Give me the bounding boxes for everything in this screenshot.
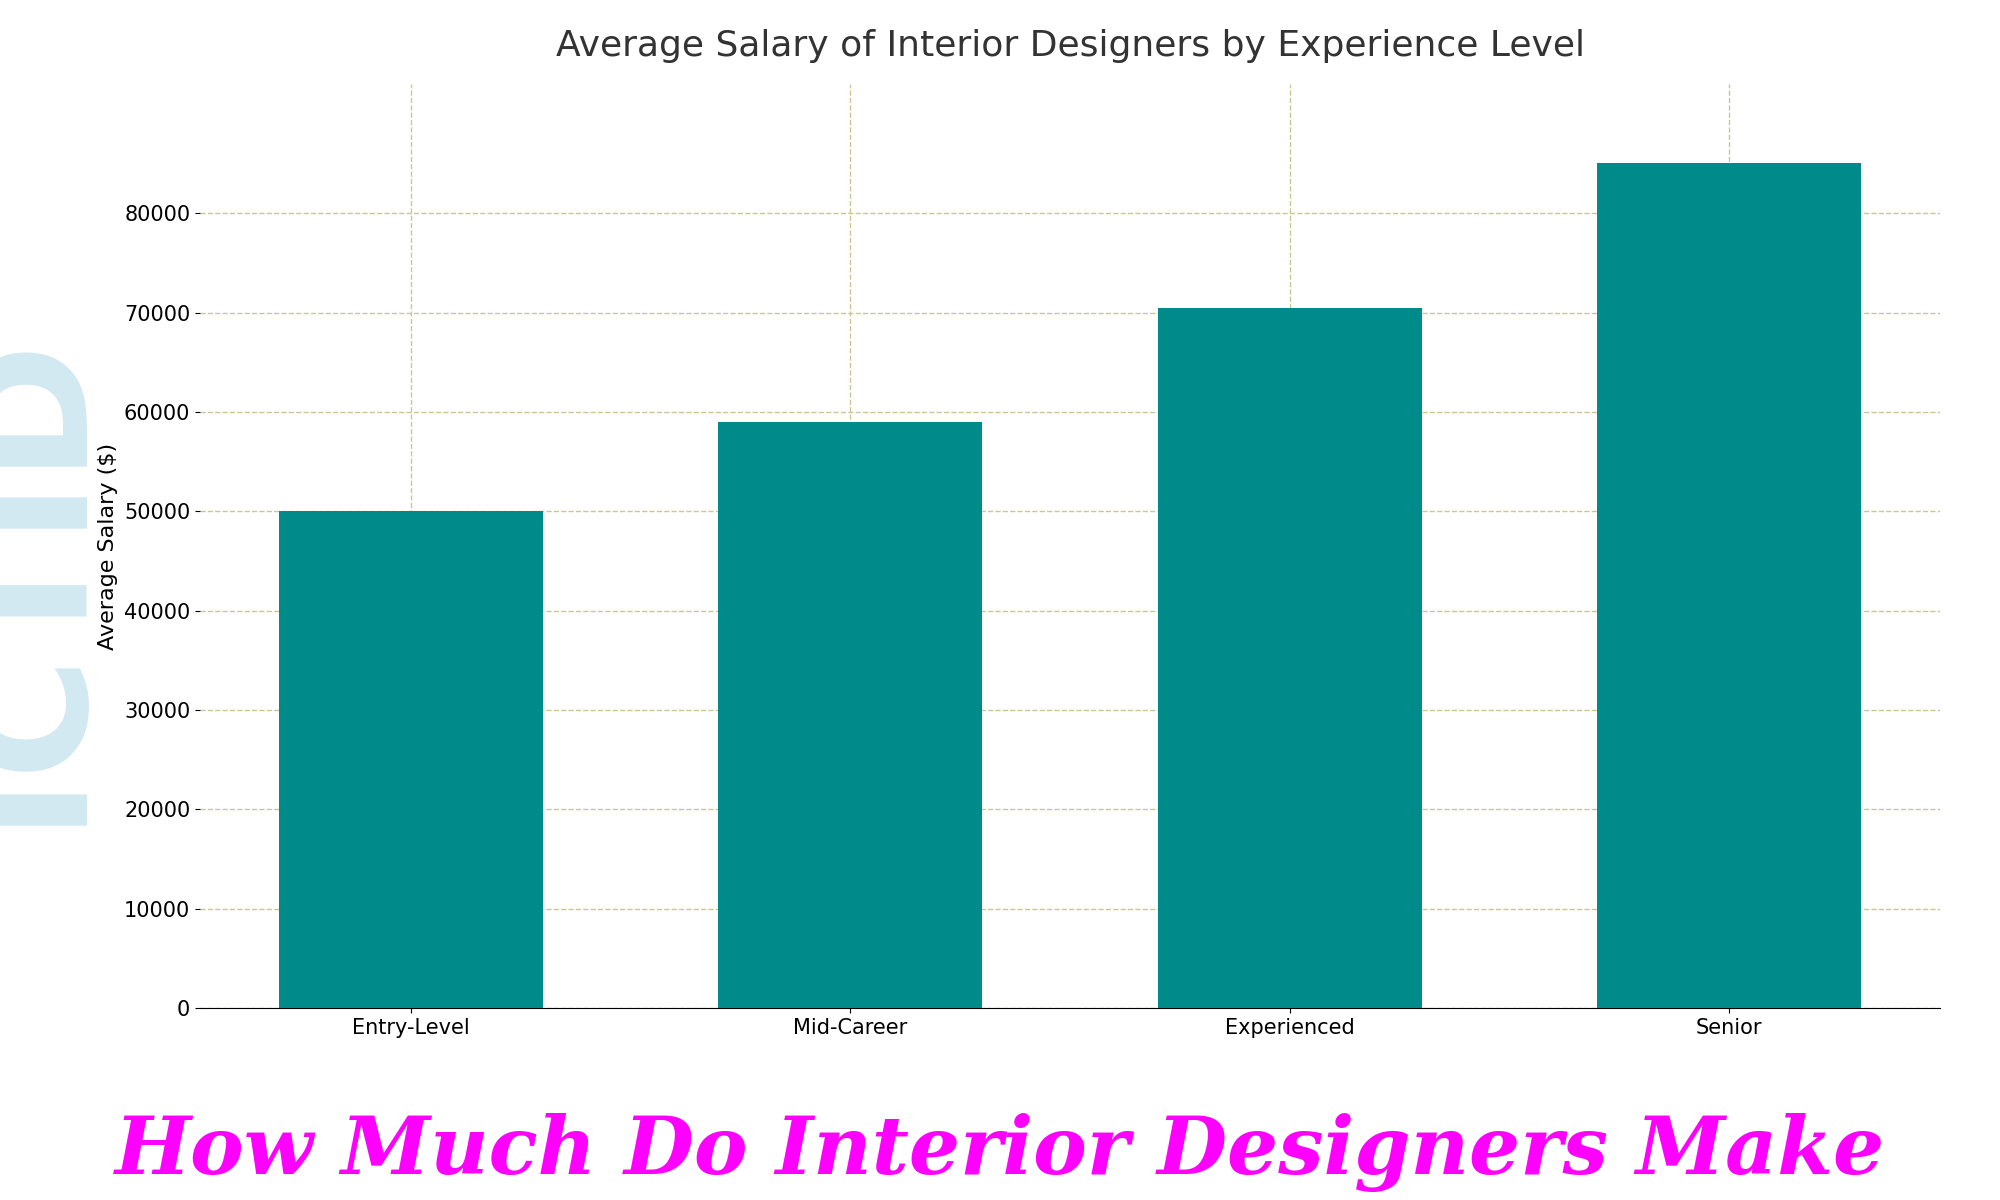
Title: Average Salary of Interior Designers by Experience Level: Average Salary of Interior Designers by …	[556, 29, 1584, 64]
Bar	[280, 511, 542, 1008]
Text: How Much Do Interior Designers Make: How Much Do Interior Designers Make	[114, 1112, 1886, 1192]
Bar	[718, 422, 982, 1008]
Bar	[1598, 163, 1860, 1008]
Text: ICTID: ICTID	[0, 326, 108, 826]
Y-axis label: Average Salary ($): Average Salary ($)	[98, 443, 118, 649]
Bar	[1158, 307, 1422, 1008]
